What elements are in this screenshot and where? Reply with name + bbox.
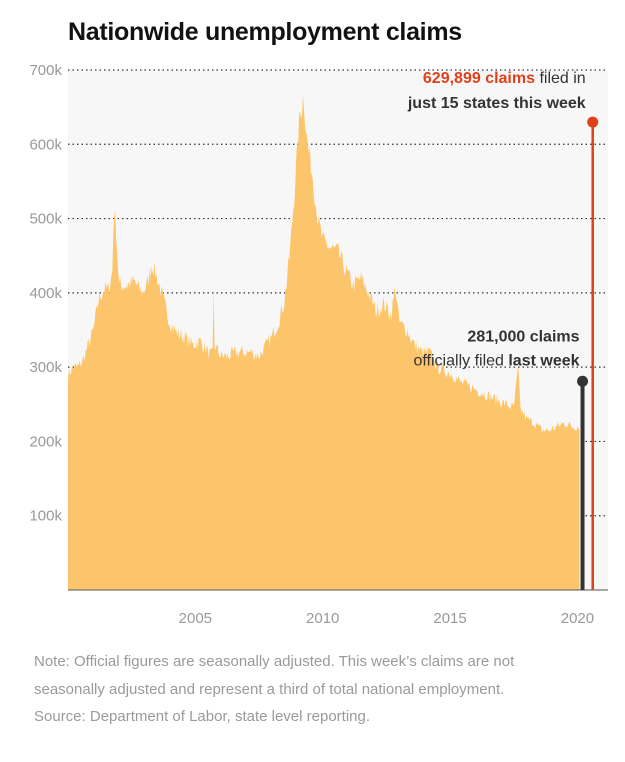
last-week-label-line2: officially filed last week [414,352,580,369]
x-tick-labels: 2005 2010 2015 2020 [179,610,594,627]
x-tick-label-2015: 2015 [433,610,466,627]
this-week-label-red: 629,899 claims [423,70,535,87]
note-line-2: seasonally adjusted and represent a thir… [34,680,505,698]
y-tick-label-700k: 700k [29,62,62,79]
this-week-label-line1: 629,899 claims filed in [423,70,586,87]
y-tick-label-200k: 200k [29,433,62,450]
last-week-dot [577,375,589,387]
chart-svg: 100k 200k 300k 400k 500k 600k 700k 2005 2010 201… [29,62,608,627]
last-week-label-bold: last week [508,352,579,369]
last-week-label-prefix: officially filed [414,352,509,369]
claims-area-series [68,95,580,590]
chart-title: Nationwide unemployment claims [68,18,462,46]
y-tick-label-500k: 500k [29,211,62,228]
note-line-1: Note: Official figures are seasonally ad… [34,653,515,670]
notes-block: Note: Official figures are seasonally ad… [34,648,614,731]
y-tick-label-300k: 300k [29,359,62,376]
x-tick-label-2020: 2020 [561,610,594,627]
last-week-label-line1: 281,000 claims [467,328,579,345]
this-week-dot [587,116,599,128]
source-line: Source: Department of Labor, state level… [34,708,371,725]
y-tick-label-400k: 400k [29,285,62,302]
this-week-label-line2: just 15 states this week [407,95,586,112]
y-tick-label-600k: 600k [29,136,62,153]
x-tick-label-2005: 2005 [179,610,212,627]
x-tick-label-2010: 2010 [306,610,339,627]
y-tick-labels: 100k 200k 300k 400k 500k 600k 700k [29,62,62,525]
y-tick-label-100k: 100k [29,508,62,525]
this-week-label-rest: filed in [535,70,586,87]
